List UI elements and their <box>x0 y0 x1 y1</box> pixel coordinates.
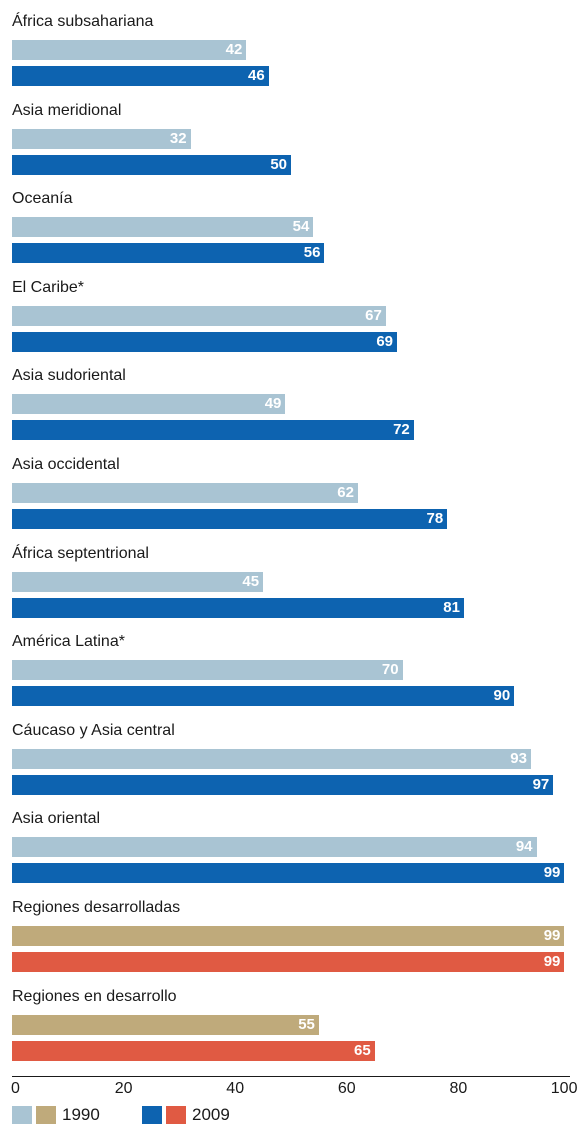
category-label: Asia sudoriental <box>12 367 126 384</box>
bar-2009: 56 <box>12 243 325 263</box>
bar-2009: 50 <box>12 155 291 175</box>
x-tick-label: 40 <box>226 1080 245 1097</box>
bar-value-label: 69 <box>376 333 394 350</box>
bar-value-label: 90 <box>493 687 511 704</box>
bar-value-label: 46 <box>247 67 265 84</box>
category-label: Cáucaso y Asia central <box>12 722 175 739</box>
bar-value-label: 99 <box>543 927 561 944</box>
bar-value-label: 78 <box>426 510 444 527</box>
bar-value-label: 42 <box>225 41 243 58</box>
bar-value-label: 55 <box>298 1016 315 1033</box>
legend-1990: 1990 <box>12 1105 100 1125</box>
bar-value-label: 49 <box>264 395 282 412</box>
legend-label-1990: 1990 <box>62 1105 100 1124</box>
bar-value-label: 94 <box>515 838 533 855</box>
bar-value-label: 54 <box>292 218 310 235</box>
bar-2009: 65 <box>12 1041 375 1061</box>
bar-1990: 93 <box>12 749 531 769</box>
x-tick-label: 0 <box>11 1080 20 1097</box>
legend-2009: 2009 <box>142 1105 230 1125</box>
x-axis-line <box>12 1076 570 1077</box>
bar-1990: 99 <box>12 926 565 946</box>
legend-swatch-1990-aggregate <box>36 1106 56 1124</box>
bar-1990: 62 <box>12 483 358 503</box>
category-label: Oceanía <box>12 190 73 207</box>
bar-value-label: 99 <box>543 864 561 881</box>
bar-value-label: 62 <box>337 484 354 501</box>
bar-value-label: 97 <box>532 776 550 793</box>
x-tick-label: 80 <box>449 1080 468 1097</box>
legend-label-2009: 2009 <box>192 1105 230 1124</box>
bar-2009: 78 <box>12 509 448 529</box>
bar-2009: 97 <box>12 775 554 795</box>
legend-swatch-2009-aggregate <box>166 1106 186 1124</box>
category-label: Regiones desarrolladas <box>12 899 181 916</box>
category-label: Asia meridional <box>12 102 122 119</box>
bar-1990: 49 <box>12 394 286 414</box>
bar-value-label: 99 <box>543 953 561 970</box>
bar-value-label: 72 <box>393 421 410 438</box>
category-label: Asia oriental <box>12 810 101 827</box>
x-tick-label: 20 <box>114 1080 133 1097</box>
category-label: África subsahariana <box>12 13 154 30</box>
bar-value-label: 50 <box>270 156 287 173</box>
bar-1990: 45 <box>12 572 264 592</box>
bar-2009: 99 <box>12 952 565 972</box>
bar-value-label: 67 <box>365 307 382 324</box>
bar-value-label: 65 <box>354 1042 371 1059</box>
bar-value-label: 45 <box>242 573 260 590</box>
x-tick-label: 100 <box>550 1080 578 1097</box>
bar-2009: 69 <box>12 332 398 352</box>
bar-value-label: 70 <box>381 661 399 678</box>
bar-2009: 99 <box>12 863 565 883</box>
bar-2009: 72 <box>12 420 414 440</box>
bar-value-label: 32 <box>169 130 187 147</box>
bar-1990: 32 <box>12 129 191 149</box>
bar-1990: 54 <box>12 217 314 237</box>
bar-1990: 67 <box>12 306 386 326</box>
bar-value-label: 56 <box>303 244 321 261</box>
bar-2009: 46 <box>12 66 269 86</box>
bar-2009: 90 <box>12 686 515 706</box>
x-tick-label: 60 <box>337 1080 356 1097</box>
legend-swatch-1990-regional <box>12 1106 32 1124</box>
bar-1990: 55 <box>12 1015 319 1035</box>
legend-swatch-2009-regional <box>142 1106 162 1124</box>
category-label: Asia occidental <box>12 456 120 473</box>
bar-2009: 81 <box>12 598 464 618</box>
category-label: África septentrional <box>12 545 149 562</box>
category-label: El Caribe* <box>12 279 85 296</box>
category-label: América Latina* <box>12 633 125 650</box>
bar-1990: 42 <box>12 40 247 60</box>
bar-value-label: 81 <box>443 599 460 616</box>
bar-value-label: 93 <box>510 750 527 767</box>
category-label: Regiones en desarrollo <box>12 988 177 1005</box>
bar-1990: 94 <box>12 837 537 857</box>
bar-1990: 70 <box>12 660 403 680</box>
